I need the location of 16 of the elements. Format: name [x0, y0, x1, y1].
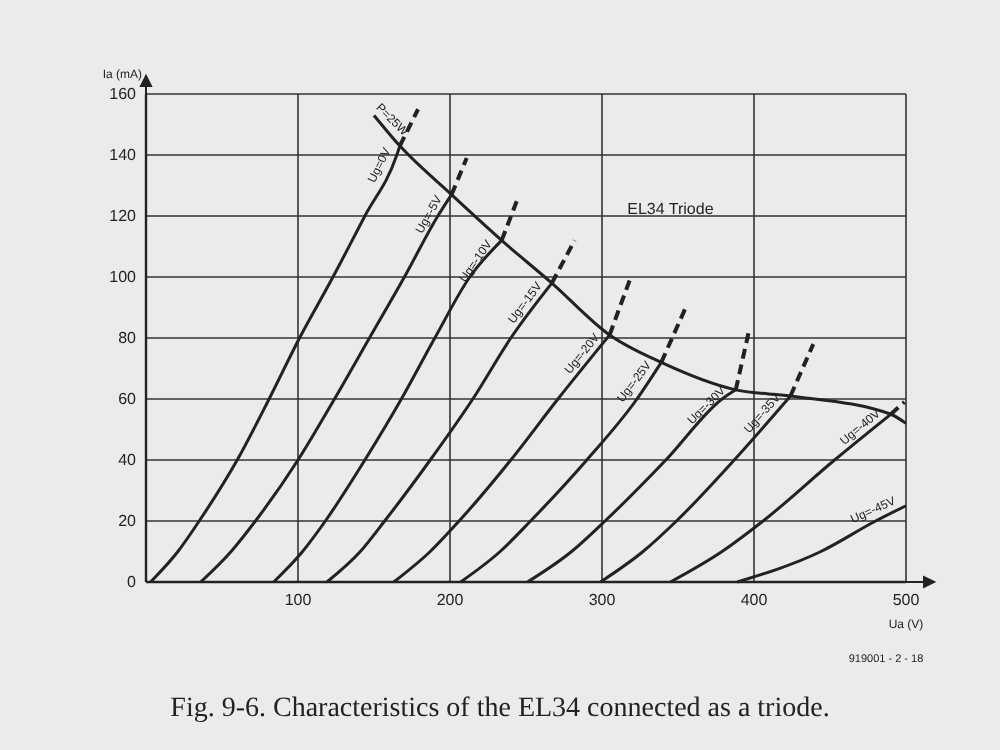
x-tick-label: 300 [588, 591, 617, 610]
annotation: EL34 Triode [627, 199, 715, 218]
y-tick-label: 160 [109, 85, 138, 104]
y-tick-label: 100 [109, 268, 138, 287]
y-tick-label: 80 [118, 329, 138, 348]
x-tick-label: 200 [436, 591, 465, 610]
x-tick-label: 400 [740, 591, 769, 610]
x-tick-label: 500 [892, 591, 921, 610]
y-tick-label: 0 [127, 573, 138, 592]
y-tick-label: 60 [118, 390, 138, 409]
y-tick-label: 40 [118, 451, 138, 470]
text: Fig. 9-6. Characteristics of the EL34 connected as a triode. [170, 694, 830, 724]
y-tick-label: 120 [109, 207, 138, 226]
y-tick-label: 140 [109, 146, 138, 165]
x-tick-label: 100 [284, 591, 313, 610]
y-tick-label: 20 [118, 512, 138, 531]
